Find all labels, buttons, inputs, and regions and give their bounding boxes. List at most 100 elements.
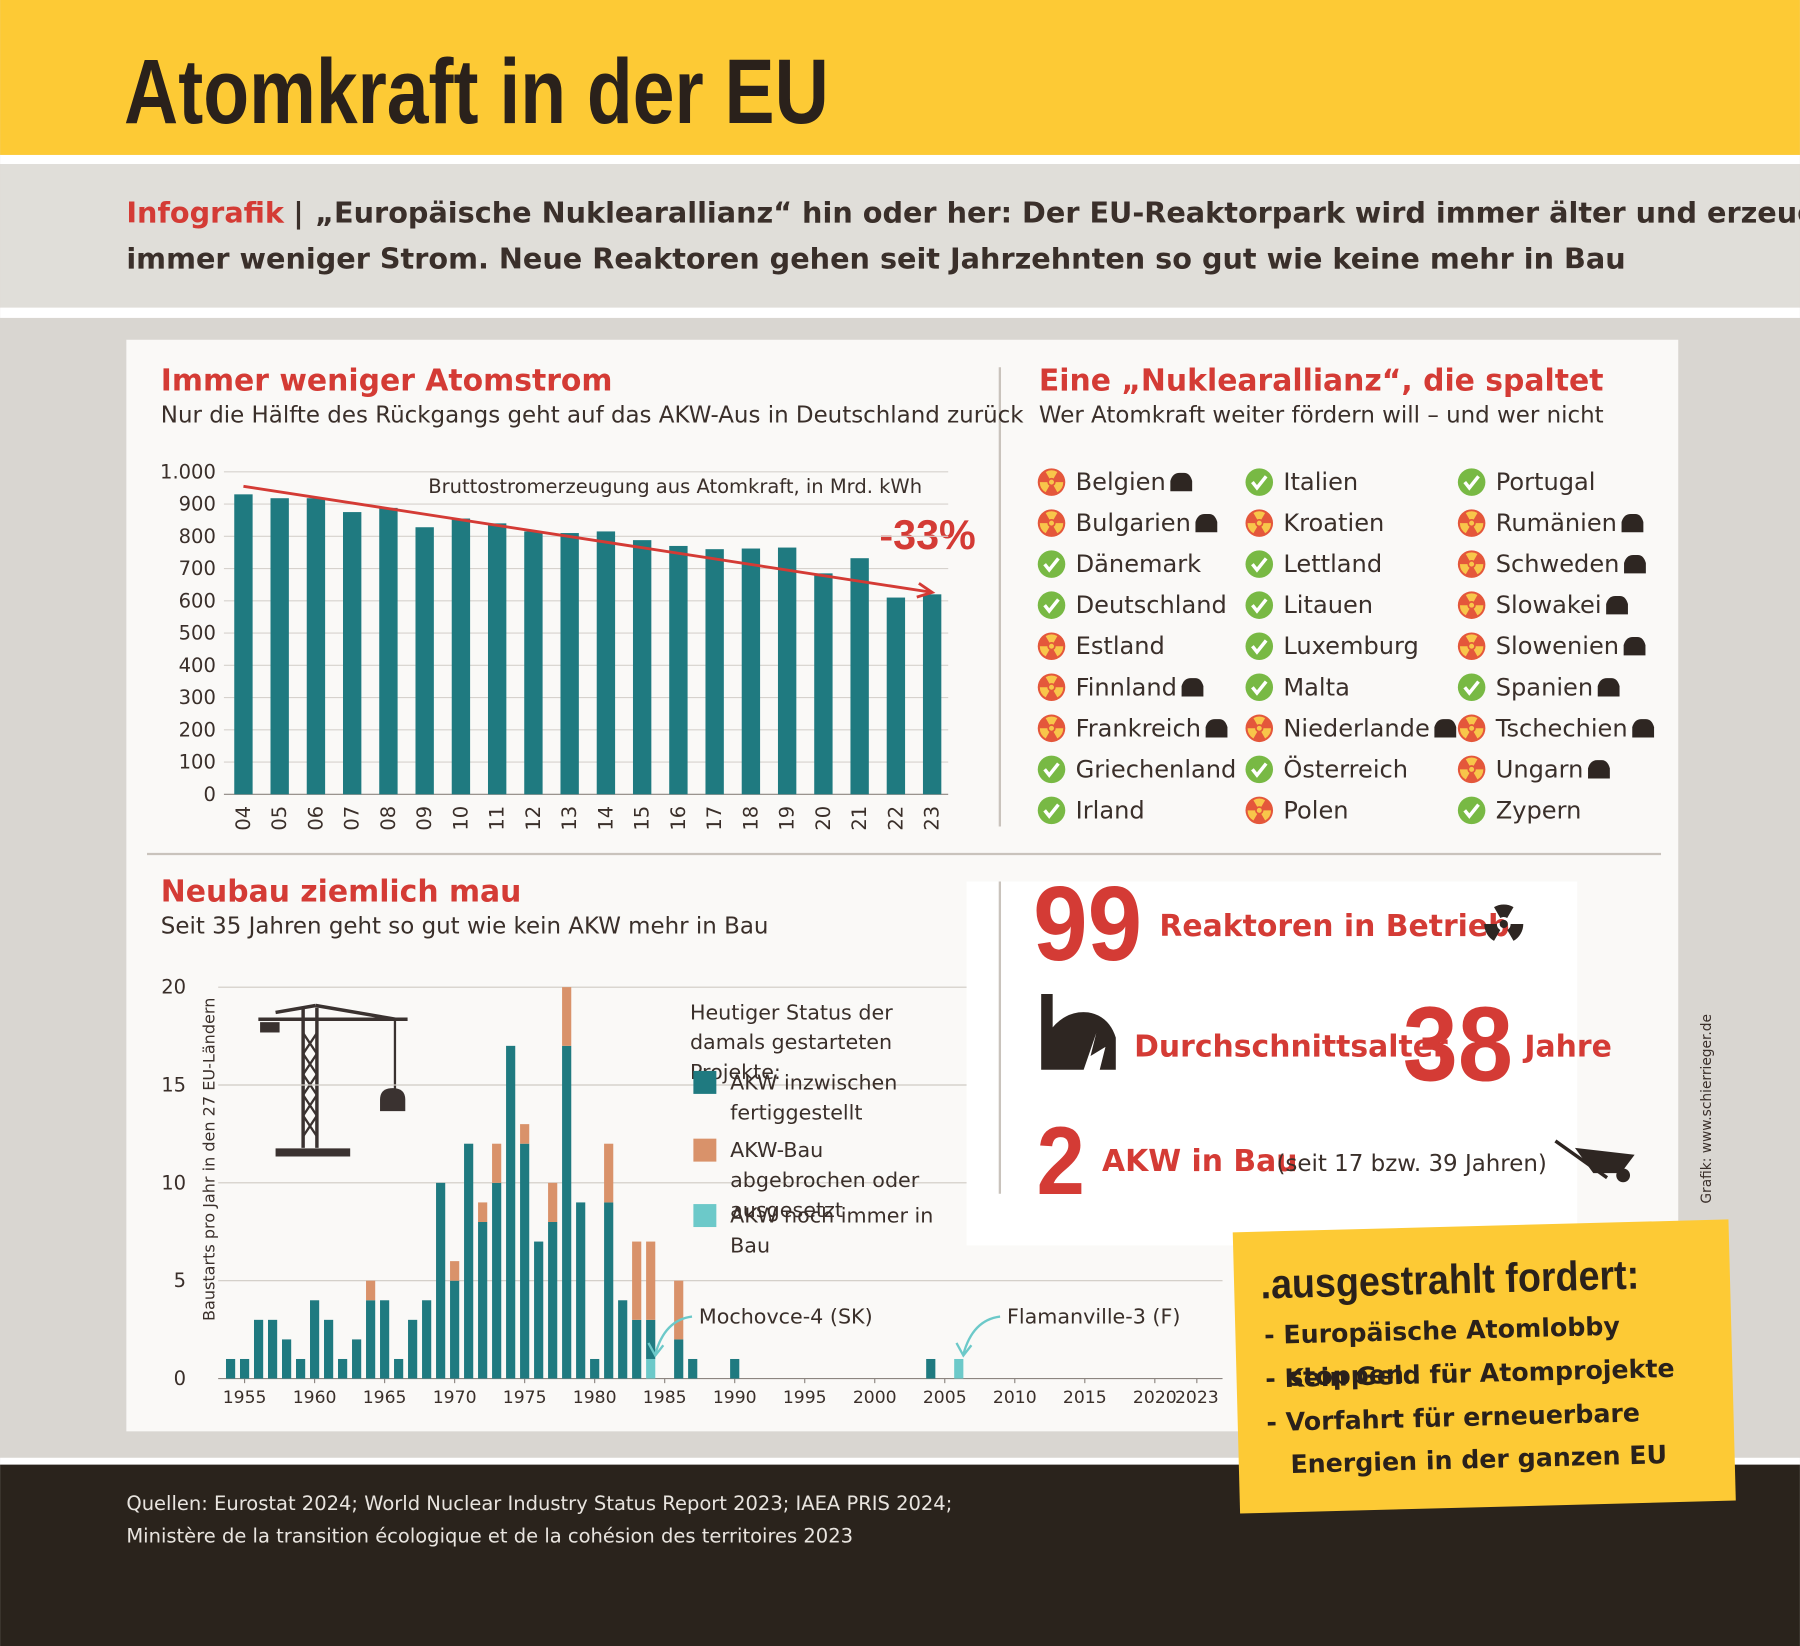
bar-segment [366, 1280, 376, 1301]
annotation-arrow [962, 1315, 1001, 1355]
y-tick-label: 20 [161, 976, 186, 999]
section-subtitle: Wer Atomkraft weiter fördern will – und … [1039, 403, 1604, 429]
bar-segment [604, 1143, 614, 1203]
x-tick-label: 14 [594, 806, 617, 831]
icon-blade [1045, 511, 1058, 520]
check-icon [1245, 468, 1274, 496]
bar-segment [562, 1045, 572, 1379]
icon-center [1049, 643, 1054, 649]
y-tick-label: 800 [179, 525, 216, 548]
x-tick-label: 2015 [1063, 1388, 1107, 1408]
country-name: Ungarn [1496, 755, 1584, 783]
bar-segment [450, 1261, 460, 1281]
y-tick-label: 15 [161, 1073, 186, 1096]
annotation-arrowhead [955, 1342, 973, 1358]
bar-segment [296, 1358, 306, 1379]
y-tick-label: 500 [179, 622, 216, 645]
bar [596, 531, 616, 795]
demands-title: .ausgestrahlt fordert: [1260, 1252, 1640, 1308]
reactor-icon [1632, 719, 1655, 738]
check-icon [1457, 468, 1486, 496]
x-tick-label: 1955 [223, 1388, 267, 1408]
y-tick-label: 0 [203, 783, 215, 806]
bar-segment [548, 1221, 558, 1379]
bar [342, 512, 362, 795]
country-name: Slowakei [1496, 591, 1602, 619]
bar-segment [422, 1300, 432, 1379]
x-tick-label: 13 [558, 806, 581, 831]
bar-segment [604, 1202, 614, 1379]
bar-segment [436, 1182, 446, 1379]
icon-bg [1037, 796, 1066, 825]
icon-bg [1457, 673, 1486, 702]
bar [814, 573, 833, 795]
change-label: -33% [879, 512, 975, 558]
icon-blade [1053, 687, 1064, 698]
x-tick-label: 23 [921, 806, 944, 831]
bar [560, 533, 579, 795]
icon-bg [1245, 673, 1274, 702]
subtitle: „Europäische Nuklearallianz“ hin oder he… [315, 195, 1800, 229]
icon-bg [1037, 591, 1066, 619]
reactor-icon [1606, 596, 1628, 615]
bar-segment [408, 1319, 418, 1379]
country-name: Slowenien [1496, 632, 1619, 660]
icon-blade [1459, 646, 1470, 657]
icon-check [1251, 598, 1268, 614]
title-band [0, 0, 1800, 155]
icon-blade [1045, 470, 1058, 479]
icon-check [1463, 803, 1480, 819]
icon-blade [1465, 716, 1478, 725]
icon-blade [1473, 646, 1484, 657]
reactor-icon [1434, 719, 1457, 738]
radiation-icon [1245, 509, 1274, 537]
stat-label: AKW in Bau [1102, 1144, 1297, 1179]
bar-segment [646, 1358, 656, 1379]
bar-segment [632, 1319, 642, 1379]
x-tick-label: 1990 [713, 1388, 757, 1408]
icon-blade [1039, 687, 1050, 698]
trend-arrowhead [916, 582, 936, 599]
icon-blade [1053, 646, 1064, 657]
y-tick-label: 100 [179, 751, 216, 774]
stripe [0, 1457, 1800, 1465]
country-name: Frankreich [1076, 714, 1201, 742]
x-tick-label: 06 [304, 806, 327, 831]
country-name: Malta [1283, 673, 1349, 701]
icon-blade [1261, 523, 1271, 534]
stat-label: Reaktoren in Betrieb [1159, 909, 1509, 944]
bar [705, 549, 724, 795]
big-number: 2 [1037, 1108, 1085, 1215]
stripe [0, 307, 1800, 318]
icon-check [1251, 680, 1268, 696]
bar [850, 558, 869, 795]
check-icon [1245, 591, 1274, 619]
bar-segment [632, 1241, 642, 1320]
x-tick-label: 10 [449, 806, 472, 831]
bar-segment [450, 1280, 460, 1379]
section-subtitle: Seit 35 Jahren geht so gut wie kein AKW … [161, 913, 769, 939]
icon-blade [1253, 716, 1266, 725]
check-icon [1457, 796, 1486, 825]
tag: Infografik [126, 195, 285, 229]
subtitle-band [0, 164, 1800, 308]
bar-segment [674, 1280, 684, 1340]
icon-center [1049, 479, 1054, 485]
country-name: Estland [1076, 632, 1165, 660]
country-name: Niederlande [1283, 714, 1429, 742]
icon-check [1043, 803, 1060, 819]
x-tick-label: 1960 [293, 1388, 337, 1408]
icon-bg [1245, 632, 1274, 661]
icon-blade [1473, 728, 1484, 739]
country-name: Bulgarien [1076, 509, 1191, 537]
radiation-icon [1457, 632, 1486, 661]
old-reactor-icon [1041, 994, 1116, 1070]
country-name: Portugal [1496, 468, 1596, 496]
radiation-icon [1457, 591, 1486, 619]
icon-blade [1247, 810, 1258, 821]
radiation-icon [1037, 714, 1066, 743]
radiation-icon [1037, 468, 1066, 496]
icon-blade [1473, 605, 1484, 616]
y-tick-label: 5 [174, 1269, 186, 1292]
source-line: Quellen: Eurostat 2024; World Nuclear In… [126, 1492, 952, 1515]
